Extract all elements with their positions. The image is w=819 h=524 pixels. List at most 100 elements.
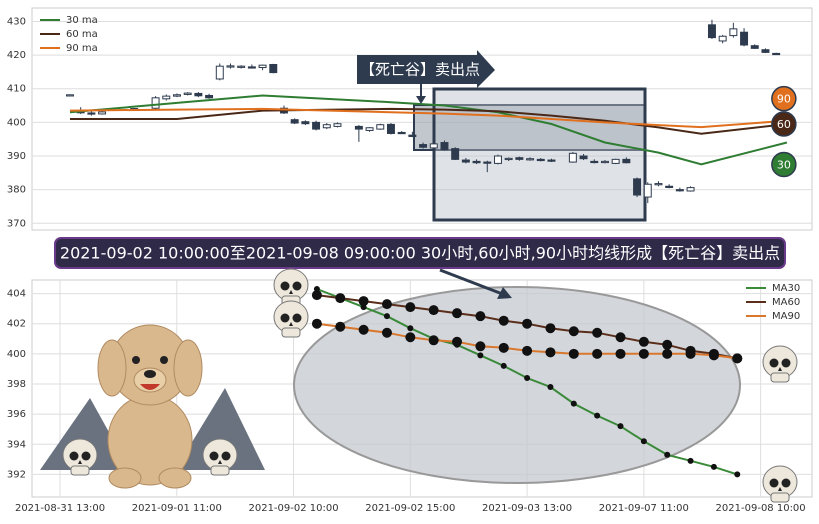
legend-label: MA60 [772, 297, 800, 308]
point [615, 332, 626, 343]
candle-body [761, 49, 770, 53]
candle-body [98, 111, 107, 115]
y-tick-label: 392 [7, 469, 26, 480]
candle-body [718, 35, 727, 42]
skull-eye [280, 281, 290, 291]
skull-jaw [70, 465, 90, 476]
point [732, 353, 743, 364]
badge-circle [771, 151, 797, 178]
candle-body [600, 160, 609, 164]
highlight-ellipse [293, 286, 741, 484]
pointer-head [497, 287, 512, 299]
x-tick-label: 2021-09-01 11:00 [132, 503, 222, 514]
skull-nose [289, 290, 293, 294]
y-tick-label: 430 [7, 16, 26, 27]
pointer-head [416, 96, 426, 104]
candle-body [333, 123, 342, 127]
badge-label: 60 [777, 118, 791, 131]
point [335, 321, 346, 332]
y-tick-label: 398 [7, 379, 26, 390]
candle-body [226, 65, 235, 68]
point [687, 457, 694, 464]
point [664, 451, 671, 458]
candle-body [419, 144, 428, 148]
candle-body [643, 183, 652, 198]
point [710, 463, 717, 470]
point [428, 305, 439, 316]
mark-layer [66, 19, 788, 478]
point [452, 308, 463, 319]
candle-body [87, 112, 96, 115]
skull-eye [769, 478, 779, 488]
point [662, 348, 673, 359]
candle-body [451, 148, 460, 160]
skull [762, 465, 798, 503]
point [594, 412, 601, 419]
candle-body [247, 66, 256, 69]
skull [202, 438, 238, 476]
candle-body [408, 134, 417, 137]
candle-body [686, 187, 695, 192]
candle-body [183, 92, 192, 95]
point [524, 374, 531, 381]
point [568, 326, 579, 337]
legend-label: 30 ma [66, 15, 98, 26]
badge-label: 30 [777, 159, 791, 172]
point [734, 471, 741, 478]
y-tick-label: 402 [7, 319, 26, 330]
candle-body [483, 161, 492, 164]
callout-arrow [357, 50, 495, 88]
y-tick-label: 400 [7, 349, 26, 360]
point [547, 383, 554, 390]
badge-label: 90 [777, 93, 791, 106]
candle-body [173, 94, 181, 97]
point [545, 347, 556, 358]
legend-label: MA30 [772, 283, 800, 294]
point [358, 324, 369, 335]
point [358, 296, 369, 307]
point [638, 348, 649, 359]
candle-body [729, 28, 738, 37]
candle-body [429, 143, 438, 149]
skull-nose [218, 460, 222, 464]
point [475, 341, 486, 352]
badge-circle [771, 111, 797, 137]
point [381, 327, 392, 338]
x-tick-label: 2021-09-02 10:00 [248, 503, 338, 514]
point [311, 290, 322, 301]
point [428, 335, 439, 346]
candle-body [772, 52, 781, 56]
candle-body [269, 64, 278, 74]
skulls [62, 268, 798, 503]
skull-nose [778, 487, 782, 491]
candle-body [194, 92, 203, 97]
point [477, 352, 484, 359]
skull-eye [69, 451, 79, 461]
candle-body [312, 121, 321, 130]
candle-body [322, 124, 331, 129]
point [405, 302, 416, 313]
point [615, 348, 626, 359]
x-tick-label: 2021-08-31 13:00 [15, 503, 105, 514]
skull-eye [221, 451, 231, 461]
candle-body [579, 155, 588, 160]
candle-body [66, 94, 74, 97]
skull-eye [292, 313, 302, 323]
skull-jaw [770, 372, 790, 383]
skull-eye [781, 478, 791, 488]
candle-body [622, 158, 631, 164]
candle-body [665, 185, 674, 188]
skull-jaw [210, 465, 230, 476]
point [452, 336, 463, 347]
point [381, 299, 392, 310]
skull-nose [289, 322, 293, 326]
x-tick-label: 2021-09-03 13:00 [482, 503, 572, 514]
x-tick-label: 2021-09-08 10:00 [716, 503, 806, 514]
skull-eye [292, 281, 302, 291]
candle-body [740, 31, 749, 46]
candle-body [750, 45, 759, 49]
ma-line [70, 107, 788, 135]
point [617, 423, 624, 430]
point [638, 336, 649, 347]
point [522, 318, 533, 329]
